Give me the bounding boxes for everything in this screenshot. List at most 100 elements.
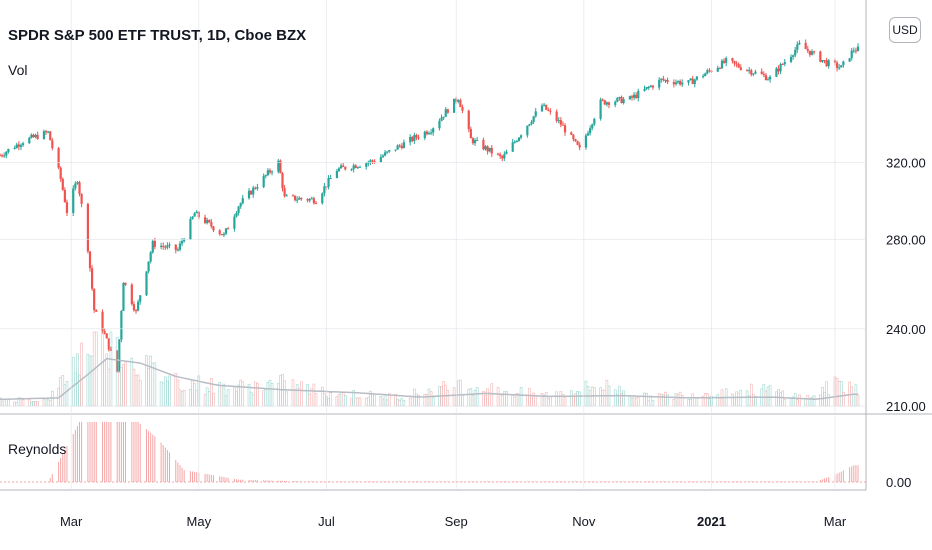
volume-bar: [716, 394, 720, 407]
volume-bar: [534, 395, 538, 407]
candle-body: [373, 161, 376, 163]
reynolds-axis: 0.00: [886, 475, 911, 490]
volume-bar: [207, 391, 211, 407]
candle-body: [74, 183, 77, 189]
candle-body: [268, 170, 272, 173]
candle-body: [731, 58, 734, 61]
candle-body: [499, 154, 502, 157]
volume-bar: [632, 395, 636, 407]
volume-bar: [122, 364, 125, 407]
candle-body: [574, 139, 577, 142]
volume-bar: [429, 391, 433, 407]
volume-bar: [762, 384, 766, 407]
volume-bar: [605, 380, 609, 407]
volume-bar: [30, 401, 33, 407]
volume-bar: [500, 395, 504, 407]
volume-bar: [839, 381, 843, 407]
volume-bar: [262, 390, 265, 407]
time-axis[interactable]: Mar May Jul Sep Nov 2021 Mar: [60, 0, 847, 529]
time-tick-label: May: [187, 514, 212, 529]
candle-body: [107, 338, 110, 350]
volume-bar: [687, 399, 690, 407]
candle-body: [425, 131, 429, 135]
candle-body: [630, 96, 634, 98]
volume-bar: [427, 388, 431, 407]
candle-body: [388, 150, 391, 152]
volume-legend-label[interactable]: Vol: [8, 62, 28, 78]
candle-body: [674, 82, 678, 85]
volume-bar: [86, 354, 90, 407]
volume-bar: [337, 394, 341, 407]
candle-body: [618, 96, 621, 98]
volume-bar: [854, 384, 858, 407]
volume-bar: [643, 392, 646, 407]
candle-body: [210, 222, 213, 227]
volume-bar: [320, 386, 324, 407]
volume-bar: [168, 375, 171, 407]
candle-body: [176, 249, 179, 251]
volume-bar: [61, 375, 65, 407]
reynolds-legend-label[interactable]: Reynolds: [8, 441, 67, 457]
candle-body: [3, 155, 6, 157]
candle-body: [166, 245, 169, 248]
candle-body: [557, 120, 560, 122]
candle-body: [438, 120, 441, 129]
candle-body: [632, 94, 636, 98]
volume-bar: [285, 391, 288, 407]
volume-bar: [540, 393, 544, 407]
volume-bar: [124, 362, 127, 407]
volume-bar: [327, 398, 330, 407]
volume-bar: [779, 392, 782, 407]
candle-body: [662, 78, 665, 81]
candle-body: [57, 148, 60, 168]
volume-bar: [511, 395, 515, 407]
candle-body: [616, 97, 619, 102]
volume-bar: [224, 395, 228, 407]
candle-body: [660, 78, 663, 80]
volume-bar: [413, 388, 416, 407]
candle-body: [137, 301, 140, 311]
candle-body: [122, 282, 125, 311]
volume-bar: [599, 387, 602, 407]
currency-button[interactable]: USD: [889, 17, 921, 43]
volume-bar: [572, 395, 575, 407]
candle-body: [725, 58, 728, 63]
candle-body: [352, 165, 355, 170]
candle-body: [783, 61, 786, 65]
candle-body: [291, 195, 295, 197]
candle-body: [649, 85, 652, 87]
volume-bar: [27, 398, 31, 407]
candle-body: [503, 154, 506, 159]
candle-body: [116, 350, 119, 372]
candle-body: [151, 240, 154, 253]
candle-body: [750, 70, 753, 75]
volume-bar: [733, 396, 736, 407]
volume-bar: [676, 393, 680, 407]
candle-body: [195, 211, 198, 214]
volume-bar: [469, 388, 473, 407]
candle-body: [149, 252, 152, 262]
candle-body: [415, 135, 418, 138]
candle-body: [321, 193, 324, 204]
volume-bar: [513, 396, 517, 407]
volume-bar: [373, 393, 376, 407]
candle-body: [7, 148, 10, 152]
volume-bar: [134, 374, 138, 407]
candle-body: [461, 107, 464, 111]
candle-body: [329, 178, 332, 180]
volume-bar: [241, 381, 245, 407]
volume-bar: [283, 380, 286, 407]
candle-body: [153, 240, 156, 247]
candle-body: [593, 118, 596, 125]
price-tick-label: 320.00: [886, 155, 926, 170]
candle-body: [505, 151, 508, 155]
candle-body: [78, 182, 81, 195]
candle-body: [28, 137, 31, 144]
candle-body: [716, 67, 719, 72]
candle-body: [760, 71, 763, 75]
candle-body: [350, 169, 353, 171]
volume-bar: [517, 393, 521, 407]
price-axis[interactable]: 320.00 280.00 240.00 210.00: [0, 155, 926, 414]
candle-body: [250, 190, 253, 195]
